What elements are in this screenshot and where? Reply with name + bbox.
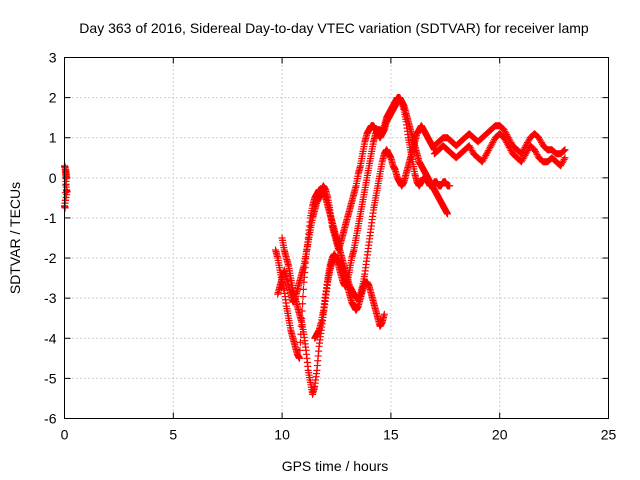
y-axis-label: SDTVAR / TECUs xyxy=(7,182,23,294)
data-point xyxy=(560,147,568,155)
data-point xyxy=(380,310,388,318)
data-point xyxy=(299,293,307,301)
data-points xyxy=(61,94,569,398)
data-point xyxy=(62,181,70,189)
data-point xyxy=(296,338,304,346)
data-point xyxy=(299,300,307,308)
data-point xyxy=(560,155,568,163)
data-point xyxy=(443,210,451,218)
x-tick-label: 5 xyxy=(169,427,177,443)
series-track-D xyxy=(311,94,454,342)
data-point xyxy=(296,346,304,354)
data-point xyxy=(446,182,454,190)
x-tick-label: 0 xyxy=(61,427,69,443)
series-early xyxy=(61,162,71,212)
y-tick-label: 3 xyxy=(49,50,57,66)
y-tick-label: 2 xyxy=(49,90,57,106)
data-point xyxy=(296,354,304,362)
y-tick-label: 1 xyxy=(49,130,57,146)
series-track-F xyxy=(430,130,569,170)
y-tick-label: -1 xyxy=(44,210,57,226)
y-tick-label: -5 xyxy=(44,370,57,386)
y-tick-label: -4 xyxy=(44,330,57,346)
data-point xyxy=(299,285,307,293)
y-tick-label: 0 xyxy=(49,170,57,186)
x-tick-label: 25 xyxy=(601,427,617,443)
data-point xyxy=(61,204,69,212)
x-tick-label: 20 xyxy=(492,427,508,443)
data-point xyxy=(561,146,569,154)
x-tick-label: 15 xyxy=(383,427,399,443)
x-axis-label: GPS time / hours xyxy=(282,458,389,474)
chart-title: Day 363 of 2016, Sidereal Day-to-day VTE… xyxy=(79,20,589,36)
y-tick-label: -6 xyxy=(44,411,57,427)
tick-labels: 0 5 10 15 20 25 -6 -5 -4 -3 -2 -1 0 1 2 3 xyxy=(44,50,616,443)
data-point xyxy=(61,189,69,197)
series-track-E xyxy=(430,122,569,158)
plot-frame xyxy=(64,57,609,419)
data-point xyxy=(61,196,69,204)
data-point xyxy=(561,154,569,162)
y-tick-label: -3 xyxy=(44,290,57,306)
y-tick-label: -2 xyxy=(44,250,57,266)
x-tick-label: 10 xyxy=(274,427,290,443)
